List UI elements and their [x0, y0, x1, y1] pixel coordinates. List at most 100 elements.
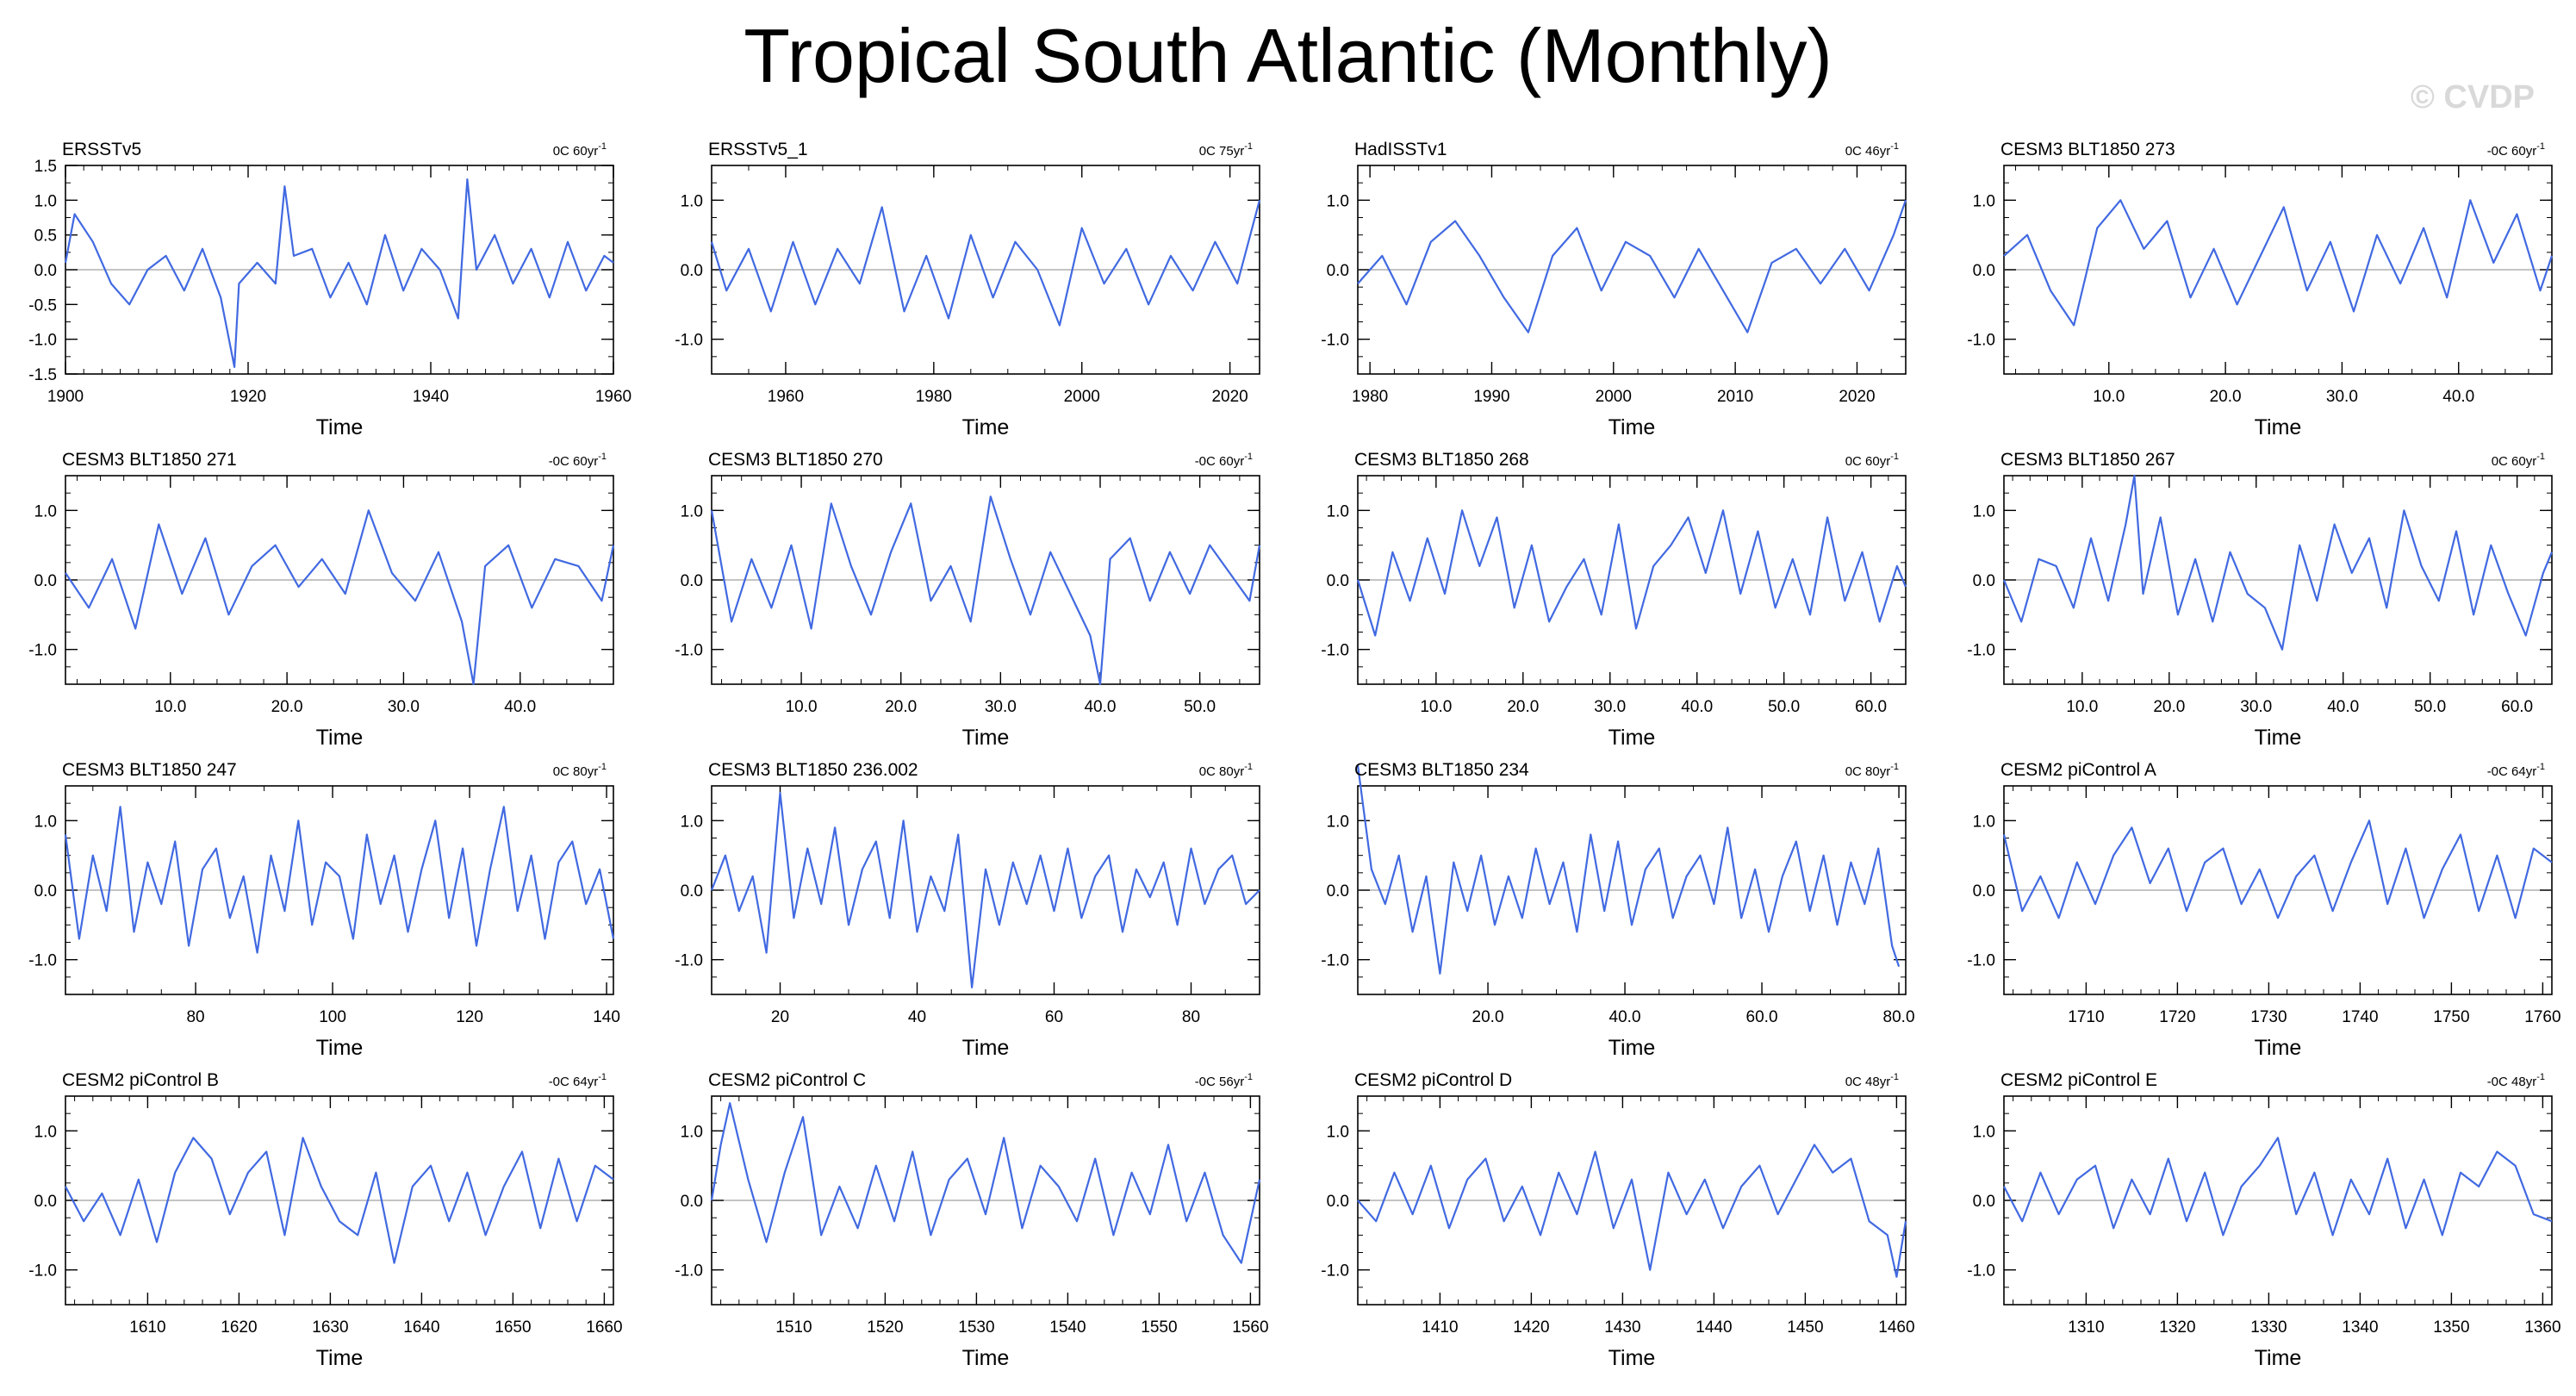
- trend-superscript: -1: [1890, 762, 1899, 772]
- y-tick-label: -1.0: [1967, 332, 1995, 350]
- y-tick-label: -1.0: [1967, 1262, 1995, 1281]
- trend-label: 0C 80yr-1: [1845, 762, 1899, 779]
- x-axis-label: Time: [2255, 1346, 2302, 1370]
- x-tick-label: 20.0: [885, 698, 917, 716]
- x-tick-label: 1980: [916, 388, 952, 406]
- y-tick-label: 0.0: [1973, 882, 1995, 901]
- y-tick-label: -1.0: [1967, 642, 1995, 660]
- x-tick-label: 2010: [1717, 388, 1753, 406]
- trend-value: 0C 60yr: [553, 144, 599, 159]
- x-tick-label: 1920: [230, 388, 266, 406]
- x-tick-label: 20.0: [271, 698, 303, 716]
- x-tick-label: 30.0: [2240, 698, 2272, 716]
- y-tick-label: 1.5: [34, 158, 57, 176]
- data-series-line: [1356, 509, 1907, 637]
- trend-superscript: -1: [598, 452, 607, 462]
- trend-label: -0C 56yr-1: [1195, 1072, 1253, 1089]
- x-axis-label: Time: [962, 1346, 1010, 1370]
- data-series-line: [1356, 764, 1901, 975]
- y-tick-label: -1.0: [28, 642, 57, 660]
- x-tick-label: 140: [593, 1008, 620, 1026]
- y-tick-label: -1.0: [1321, 1262, 1349, 1281]
- x-axis-label: Time: [962, 726, 1010, 750]
- y-tick-label: -0.5: [28, 296, 57, 315]
- x-tick-label: 1610: [129, 1318, 165, 1337]
- x-tick-label: 1450: [1787, 1318, 1823, 1337]
- y-tick-label: -1.0: [675, 952, 703, 970]
- x-tick-label: 1320: [2159, 1318, 2195, 1337]
- panel-title: CESM3 BLT1850 273: [2000, 140, 2175, 159]
- data-series-line: [2002, 474, 2554, 651]
- x-axis-label: Time: [316, 1036, 364, 1060]
- x-tick-label: 1730: [2250, 1008, 2287, 1026]
- data-series-line: [64, 178, 614, 368]
- trend-value: -0C 64yr: [549, 1075, 599, 1089]
- panel-title: CESM3 BLT1850 271: [62, 450, 237, 470]
- x-tick-label: 1720: [2159, 1008, 2195, 1026]
- x-axis-label: Time: [1608, 415, 1656, 439]
- y-tick-label: 0.0: [34, 882, 57, 901]
- x-axis-label: Time: [962, 1036, 1010, 1060]
- y-tick-label: 1.0: [681, 813, 703, 831]
- trend-value: -0C 60yr: [2487, 144, 2537, 159]
- trend-superscript: -1: [1244, 1072, 1253, 1082]
- x-tick-label: 20.0: [2153, 698, 2185, 716]
- x-tick-label: 20.0: [2210, 388, 2242, 406]
- trend-label: 0C 60yr-1: [1845, 452, 1899, 469]
- y-tick-label: 0.5: [34, 227, 57, 246]
- trend-superscript: -1: [2536, 1072, 2545, 1082]
- x-tick-label: 1530: [958, 1318, 994, 1337]
- y-tick-label: 1.0: [1327, 502, 1349, 520]
- data-series-line: [710, 495, 1261, 686]
- x-tick-label: 1940: [413, 388, 449, 406]
- x-tick-label: 20.0: [1507, 698, 1539, 716]
- y-tick-label: 1.0: [681, 1123, 703, 1141]
- watermark: © CVDP: [2410, 79, 2535, 115]
- trend-value: -0C 60yr: [1195, 454, 1245, 469]
- x-axis-label: Time: [2255, 1036, 2302, 1060]
- trend-label: -0C 64yr-1: [549, 1072, 607, 1089]
- x-tick-label: 1310: [2068, 1318, 2104, 1337]
- x-tick-label: 30.0: [2326, 388, 2358, 406]
- trend-superscript: -1: [1244, 141, 1253, 152]
- data-series-line: [64, 806, 615, 954]
- trend-label: -0C 60yr-1: [1195, 452, 1253, 469]
- y-tick-label: 0.0: [1973, 262, 1995, 280]
- trend-label: 0C 75yr-1: [1199, 141, 1253, 159]
- y-tick-label: -1.0: [675, 332, 703, 350]
- x-tick-label: 1710: [2068, 1008, 2104, 1026]
- y-tick-label: 1.0: [1327, 1123, 1349, 1141]
- y-tick-label: -1.0: [1967, 952, 1995, 970]
- x-tick-label: 100: [319, 1008, 346, 1026]
- y-tick-label: 1.0: [1973, 1123, 1995, 1141]
- x-tick-label: 1340: [2342, 1318, 2378, 1337]
- x-tick-label: 10.0: [2066, 698, 2098, 716]
- x-tick-label: 2020: [1839, 388, 1875, 406]
- trend-value: 0C 75yr: [1199, 144, 1245, 159]
- x-tick-label: 30.0: [1594, 698, 1626, 716]
- trend-superscript: -1: [598, 1072, 607, 1082]
- panel-title: CESM2 piControl C: [708, 1070, 866, 1090]
- x-tick-label: 1560: [1232, 1318, 1268, 1337]
- panel-title: ERSSTv5: [62, 140, 141, 159]
- y-tick-label: 1.0: [34, 813, 57, 831]
- data-series-line: [710, 791, 1260, 989]
- panel-title: CESM3 BLT1850 247: [62, 760, 237, 780]
- x-tick-label: 1360: [2524, 1318, 2560, 1337]
- x-tick-label: 1410: [1422, 1318, 1458, 1337]
- x-tick-label: 1510: [775, 1318, 812, 1337]
- x-tick-label: 1990: [1473, 388, 1509, 406]
- y-tick-label: 1.0: [1973, 502, 1995, 520]
- x-axis-label: Time: [2255, 726, 2302, 750]
- y-tick-label: 1.0: [34, 502, 57, 520]
- x-tick-label: 10.0: [154, 698, 186, 716]
- trend-superscript: -1: [598, 141, 607, 152]
- x-tick-label: 1350: [2433, 1318, 2469, 1337]
- x-axis-label: Time: [1608, 726, 1656, 750]
- trend-label: 0C 80yr-1: [1199, 762, 1253, 779]
- x-tick-label: 30.0: [388, 698, 420, 716]
- x-tick-label: 40.0: [2327, 698, 2359, 716]
- y-tick-label: -1.0: [28, 1262, 57, 1281]
- trend-label: -0C 48yr-1: [2487, 1072, 2545, 1089]
